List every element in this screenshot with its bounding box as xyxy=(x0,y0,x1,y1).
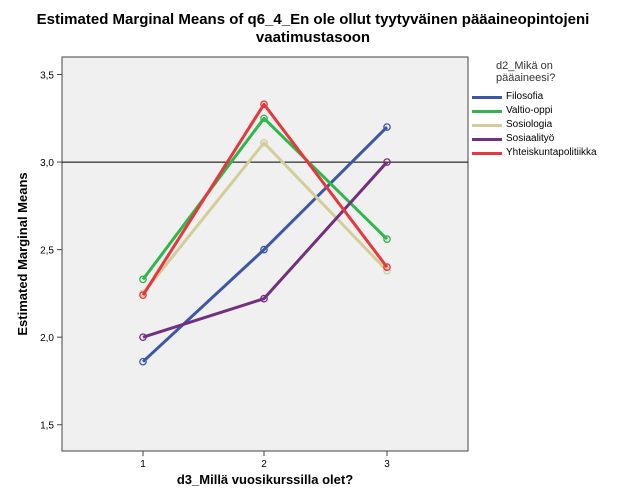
y-tick-label: 2,0 xyxy=(40,333,54,344)
legend-swatch xyxy=(472,124,502,127)
series-line xyxy=(142,161,389,339)
y-tick-label: 2,5 xyxy=(40,246,54,257)
y-axis-label: Estimated Marginal Means xyxy=(15,172,30,335)
data-point xyxy=(139,291,147,300)
data-point xyxy=(383,266,391,275)
x-tick-label: 3 xyxy=(384,459,390,470)
series-line xyxy=(141,116,389,281)
legend-label: Sosiaalityö xyxy=(506,133,555,144)
data-point xyxy=(260,138,268,147)
data-point xyxy=(260,245,268,254)
legend-label: Sosiologia xyxy=(506,119,553,130)
legend-swatch xyxy=(472,152,502,155)
data-point xyxy=(383,123,391,131)
legend-swatch xyxy=(472,138,502,141)
data-point xyxy=(260,100,268,109)
chart-title-line-2: vaatimustasoon xyxy=(255,29,371,46)
data-point xyxy=(139,333,147,342)
x-axis-label: d3_Millä vuosikurssilla olet? xyxy=(177,472,353,487)
legend-title-line-1: d2_Mikä on xyxy=(496,60,553,72)
data-point xyxy=(383,263,391,271)
legend-swatch xyxy=(472,96,502,99)
data-point xyxy=(139,275,147,284)
y-tick-label: 1,5 xyxy=(40,421,54,432)
data-point xyxy=(139,357,147,366)
legend-label: Filosofia xyxy=(506,91,544,102)
data-point xyxy=(383,158,391,166)
legend-swatch xyxy=(472,110,502,113)
legend-label: Valtio-oppi xyxy=(506,105,553,116)
y-tick-label: 3,0 xyxy=(40,158,54,169)
plot-area xyxy=(61,56,469,452)
x-tick-label: 1 xyxy=(140,459,146,470)
y-tick-label: 3,5 xyxy=(40,71,54,82)
x-tick-label: 2 xyxy=(261,459,267,470)
chart-title-line-1: Estimated Marginal Means of q6_4_En ole … xyxy=(36,11,590,28)
legend-title: d2_Mikä on pääaineesi? xyxy=(496,60,606,84)
data-point xyxy=(260,114,268,123)
legend-title-line-2: pääaineesi? xyxy=(496,72,556,84)
data-point xyxy=(260,294,268,303)
data-point xyxy=(383,235,391,243)
series-line xyxy=(141,102,389,296)
series-line xyxy=(141,141,389,295)
chart-title: Estimated Marginal Means of q6_4_En ole … xyxy=(0,11,626,47)
legend-label: Yhteiskuntapolitiikka xyxy=(506,147,597,158)
